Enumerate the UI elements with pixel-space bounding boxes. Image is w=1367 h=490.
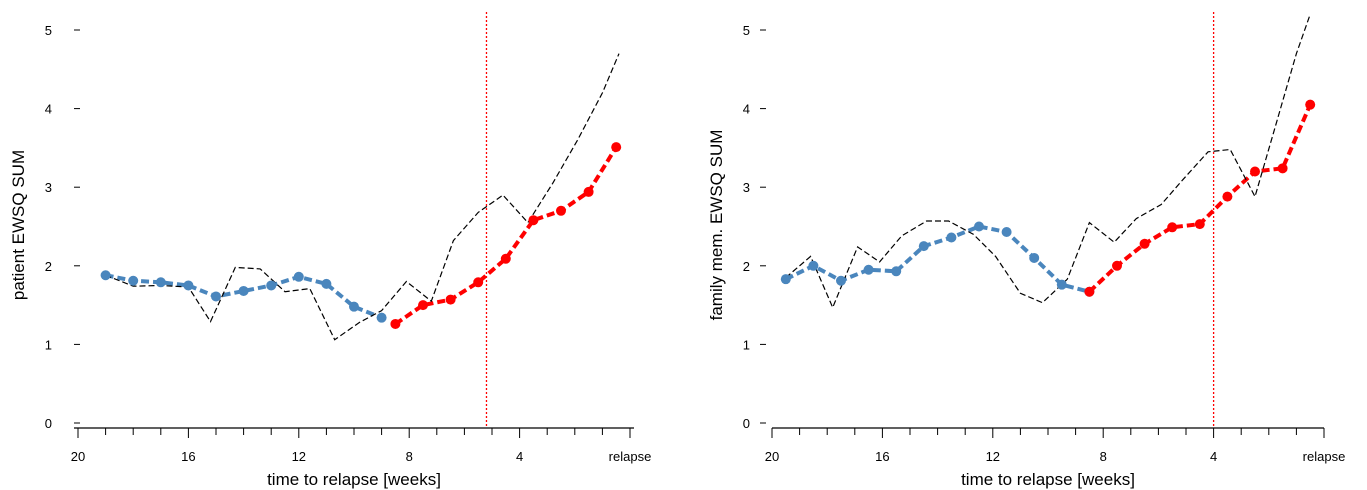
pre-phase-point <box>155 277 166 288</box>
x-tick-label: 8 <box>1100 449 1107 464</box>
post-phase-point <box>1305 99 1316 110</box>
pre-phase-point <box>1001 227 1012 238</box>
y-ticks: 0 1 2 3 4 5 <box>743 23 766 431</box>
series-points <box>100 142 622 329</box>
x-tick-label: 4 <box>1210 449 1217 464</box>
y-tick-label: 0 <box>45 416 52 431</box>
x-tick-label: relapse <box>609 449 652 464</box>
pre-phase-point <box>100 270 111 281</box>
post-phase-point <box>556 205 566 216</box>
pre-phase-point <box>293 271 304 282</box>
post-phase-point <box>1084 286 1095 297</box>
pre-phase-point <box>836 275 846 286</box>
y-tick-label: 2 <box>45 259 52 274</box>
pre-phase-point <box>918 241 929 252</box>
x-tick-label: 8 <box>406 449 413 464</box>
x-tick-label: 16 <box>875 449 889 464</box>
y-tick-label: 5 <box>45 23 52 38</box>
y-tick-label: 5 <box>743 23 750 38</box>
post-phase-point <box>445 294 456 305</box>
pre-phase-point <box>349 301 359 312</box>
post-phase-point <box>611 142 622 153</box>
post-phase-point <box>500 253 511 264</box>
pre-phase-point <box>321 278 332 289</box>
post-phase-point <box>1222 191 1233 202</box>
pre-phase-point <box>863 264 874 275</box>
y-tick-label: 3 <box>45 180 52 195</box>
post-phase-point <box>1277 163 1288 174</box>
series-lines <box>784 12 1313 426</box>
post-phase-point <box>1112 260 1122 271</box>
pre-phase-point <box>211 291 221 302</box>
pre-phase-point <box>780 274 791 285</box>
x-tick-label: 4 <box>516 449 523 464</box>
y-ticks: 0 1 2 3 4 5 <box>45 23 80 431</box>
y-tick-label: 3 <box>743 180 750 195</box>
pre-phase-point <box>946 232 957 243</box>
y-tick-label: 1 <box>743 337 750 352</box>
post-phase-point <box>418 300 428 311</box>
x-tick-label: 12 <box>986 449 1000 464</box>
pre-phase-point <box>238 285 249 296</box>
pre-phase-point <box>376 312 387 323</box>
post-phase-point <box>1194 219 1205 230</box>
post-phase-point <box>473 277 484 288</box>
pre-phase-point <box>1029 252 1040 263</box>
patient-panel: time to relapse [weeks] patient EWSQ SUM… <box>9 12 651 489</box>
pre-phase-point <box>128 275 139 286</box>
family-member-panel: time to relapse [weeks] family mem. EWSQ… <box>707 12 1345 489</box>
post-phase-line <box>394 146 618 326</box>
pre-phase-point <box>891 266 902 277</box>
y-axis-title: patient EWSQ SUM <box>9 150 28 300</box>
post-phase-point <box>583 186 594 197</box>
x-tick-label: 12 <box>292 449 306 464</box>
pre-phase-point <box>1056 279 1067 290</box>
y-tick-label: 4 <box>45 102 52 117</box>
x-tick-label: 20 <box>71 449 85 464</box>
x-tick-label: 16 <box>181 449 195 464</box>
pre-phase-point <box>266 280 277 291</box>
y-axis-title: family mem. EWSQ SUM <box>707 130 726 321</box>
pre-phase-point <box>183 280 194 291</box>
y-tick-label: 4 <box>743 102 750 117</box>
post-phase-point <box>1167 222 1178 233</box>
x-ticks: 20 16 12 8 4 relapse <box>765 428 1346 464</box>
post-phase-point <box>390 318 401 329</box>
series-points <box>780 99 1316 297</box>
x-tick-label: relapse <box>1303 449 1346 464</box>
pre-phase-point <box>808 260 819 271</box>
post-phase-point <box>1250 166 1260 177</box>
post-phase-line <box>1088 103 1313 294</box>
comparison-dashed-line <box>785 14 1311 310</box>
x-axis-title: time to relapse [weeks] <box>267 470 441 489</box>
comparison-dashed-line <box>105 53 620 341</box>
post-phase-point <box>1139 238 1150 249</box>
x-tick-label: 20 <box>765 449 779 464</box>
x-axis-title: time to relapse [weeks] <box>961 470 1135 489</box>
pre-phase-line <box>784 224 1090 294</box>
x-ticks: 20 16 12 8 4 relapse <box>71 428 652 464</box>
post-phase-point <box>528 215 539 226</box>
y-tick-label: 0 <box>743 416 750 431</box>
series-lines <box>105 12 620 426</box>
y-tick-label: 2 <box>743 259 750 274</box>
pre-phase-line <box>105 273 383 320</box>
pre-phase-point <box>974 221 984 232</box>
y-tick-label: 1 <box>45 337 52 352</box>
